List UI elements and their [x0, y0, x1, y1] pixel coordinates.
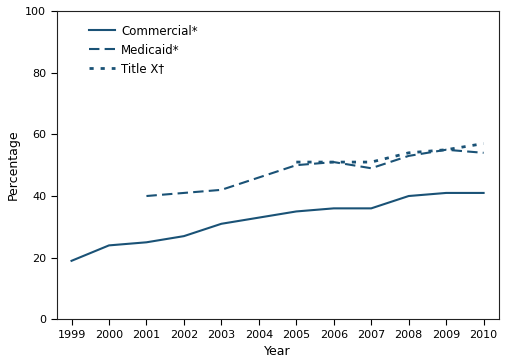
Medicaid*: [181, 191, 187, 195]
Medicaid*: [218, 188, 225, 192]
Title X†: [406, 151, 412, 155]
Medicaid*: [406, 154, 412, 158]
Commercial*: [218, 221, 225, 226]
Commercial*: [331, 206, 337, 211]
Medicaid*: [481, 151, 487, 155]
Title X†: [443, 147, 449, 152]
Line: Medicaid*: Medicaid*: [146, 150, 484, 196]
Commercial*: [181, 234, 187, 238]
Title X†: [368, 160, 374, 164]
Line: Title X†: Title X†: [296, 143, 484, 162]
Line: Commercial*: Commercial*: [71, 193, 484, 261]
Commercial*: [68, 258, 75, 263]
Medicaid*: [443, 147, 449, 152]
Title X†: [331, 160, 337, 164]
Commercial*: [143, 240, 150, 245]
X-axis label: Year: Year: [264, 346, 291, 358]
Commercial*: [406, 194, 412, 198]
Commercial*: [106, 243, 112, 248]
Y-axis label: Percentage: Percentage: [7, 130, 20, 200]
Commercial*: [481, 191, 487, 195]
Medicaid*: [368, 166, 374, 170]
Medicaid*: [256, 175, 262, 180]
Title X†: [293, 160, 299, 164]
Title X†: [481, 141, 487, 146]
Legend: Commercial*, Medicaid*, Title X†: Commercial*, Medicaid*, Title X†: [84, 20, 203, 80]
Commercial*: [293, 209, 299, 213]
Medicaid*: [143, 194, 150, 198]
Commercial*: [368, 206, 374, 211]
Commercial*: [443, 191, 449, 195]
Medicaid*: [331, 160, 337, 164]
Medicaid*: [293, 163, 299, 167]
Commercial*: [256, 216, 262, 220]
